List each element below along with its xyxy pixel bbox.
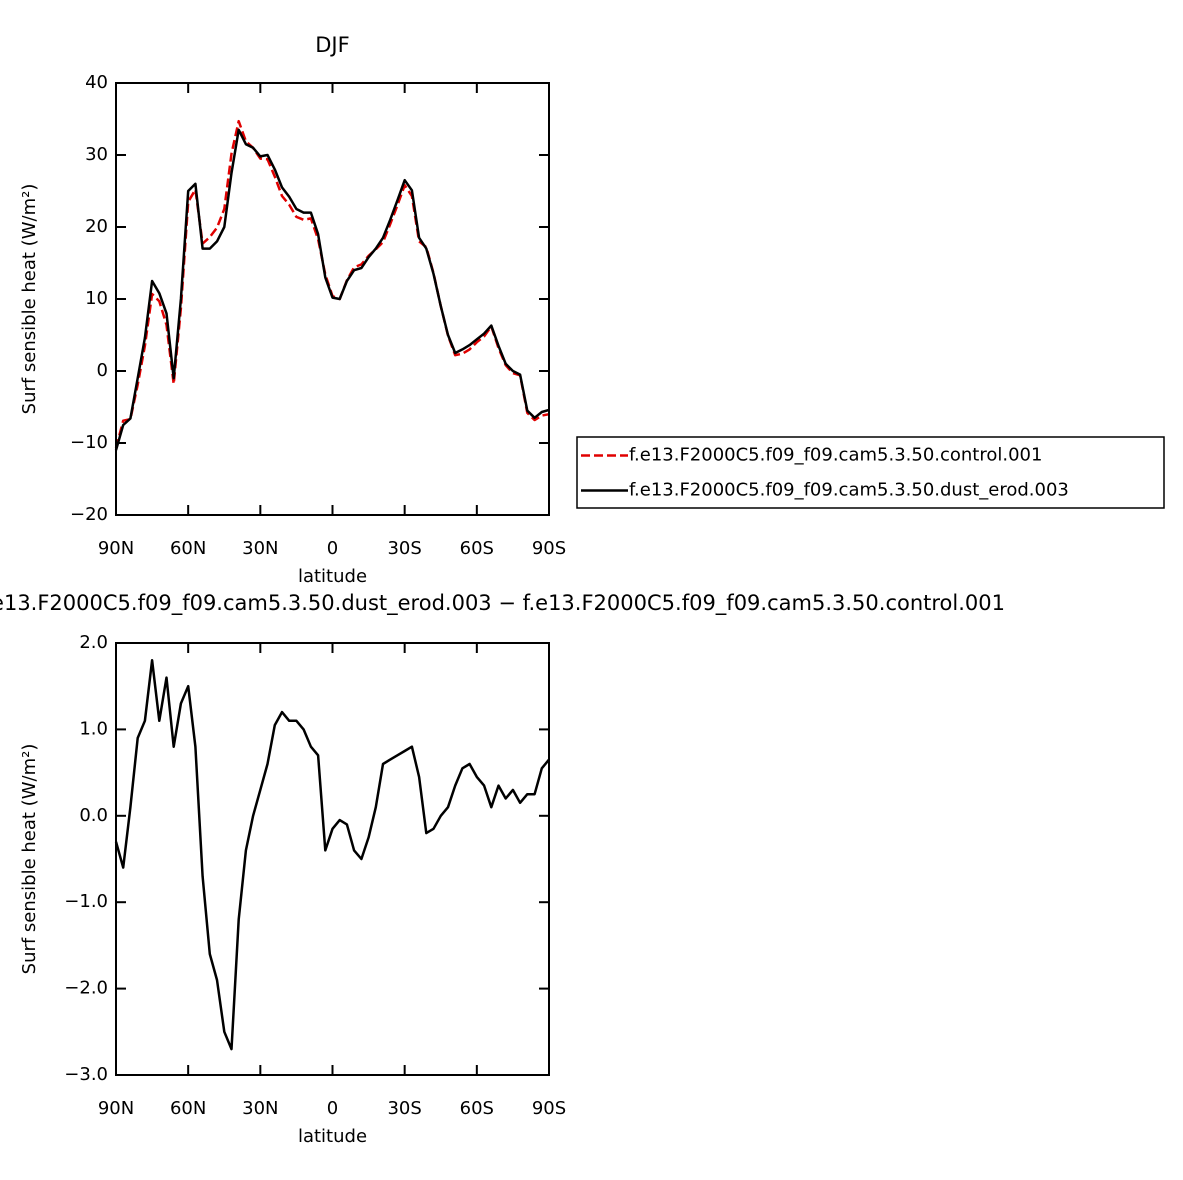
series-line	[114, 128, 550, 451]
y-axis-label: Surf sensible heat (W/m²)	[19, 184, 40, 415]
legend-label: f.e13.F2000C5.f09_f09.cam5.3.50.control.…	[629, 445, 1042, 466]
x-tick-label: 60S	[460, 538, 494, 559]
x-tick-label: 90S	[532, 538, 566, 559]
x-tick-label: 30S	[387, 1098, 421, 1119]
x-tick-label: 60S	[460, 1098, 494, 1119]
x-tick-label: 0	[327, 538, 338, 559]
x-tick-label: 90N	[98, 538, 134, 559]
x-tick-label: 60N	[170, 1098, 206, 1119]
y-tick-label: 30	[85, 144, 108, 165]
y-tick-label: 2.0	[79, 632, 108, 653]
y-tick-label: −20	[70, 504, 108, 525]
y-tick-label: 0	[97, 360, 108, 381]
legend-box	[576, 436, 1165, 509]
chart-title: f.e13.F2000C5.f09_f09.cam5.3.50.dust_ero…	[0, 591, 1005, 616]
y-tick-label: −10	[70, 432, 108, 453]
legend-label: f.e13.F2000C5.f09_f09.cam5.3.50.dust_ero…	[629, 480, 1069, 501]
y-tick-label: −3.0	[64, 1064, 108, 1085]
x-tick-label: 90N	[98, 1098, 134, 1119]
x-axis-label: latitude	[298, 1126, 367, 1147]
plot-frame	[115, 642, 550, 1076]
plot-frame	[115, 82, 550, 516]
y-tick-label: 10	[85, 288, 108, 309]
x-tick-label: 30N	[242, 1098, 278, 1119]
y-tick-label: 1.0	[79, 718, 108, 739]
y-tick-label: −2.0	[64, 978, 108, 999]
y-tick-label: 0.0	[79, 805, 108, 826]
x-axis-label: latitude	[298, 566, 367, 587]
x-tick-label: 30N	[242, 538, 278, 559]
x-tick-label: 0	[327, 1098, 338, 1119]
y-tick-label: 20	[85, 216, 108, 237]
y-tick-label: 40	[85, 72, 108, 93]
x-tick-label: 90S	[532, 1098, 566, 1119]
series-line	[114, 659, 550, 1051]
x-tick-label: 60N	[170, 538, 206, 559]
y-tick-label: −1.0	[64, 891, 108, 912]
y-axis-label: Surf sensible heat (W/m²)	[19, 744, 40, 975]
chart-title: DJF	[315, 33, 349, 57]
x-tick-label: 30S	[387, 538, 421, 559]
